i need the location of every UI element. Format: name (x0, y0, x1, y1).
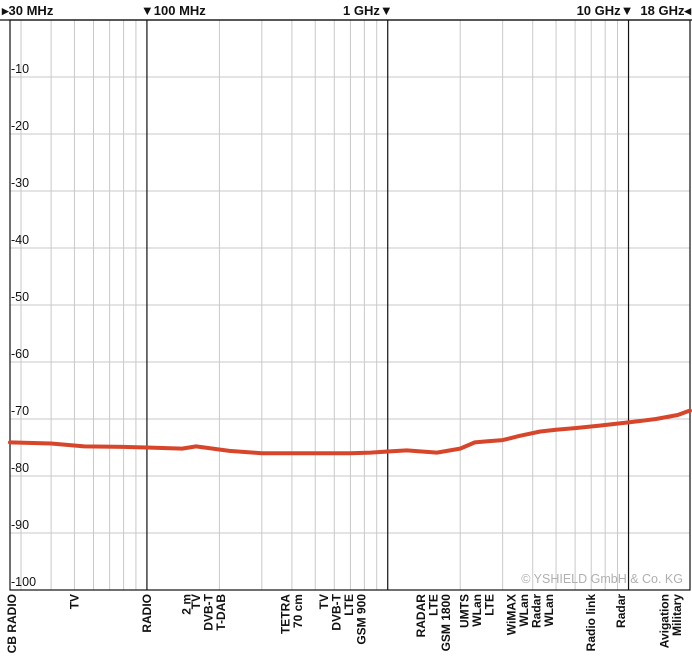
band-label: 2 m (180, 594, 194, 615)
band-label: Avigation (658, 594, 672, 648)
band-label-group: Radio link (584, 594, 598, 652)
band-label: LTE (427, 594, 441, 616)
band-label: DVB-T (329, 593, 343, 630)
band-label-group: CB RADIO (5, 594, 19, 653)
y-tick-label: -30 (11, 176, 29, 190)
band-label: TV (189, 594, 203, 609)
freq-marker-label: 18 GHz◂ (640, 3, 691, 18)
band-label-group: TV (67, 594, 81, 609)
series-layer (8, 408, 692, 456)
y-tick-label: -100 (11, 575, 36, 589)
band-label-group: Radar (614, 594, 628, 628)
freq-marker-label: 1 GHz▼ (343, 3, 393, 18)
band-label: RADIO (140, 594, 154, 633)
band-label: WLan (542, 594, 556, 627)
band-label: UMTS (458, 594, 472, 628)
y-tick-label: -70 (11, 404, 29, 418)
freq-marker-label: ▼100 MHz (141, 3, 206, 18)
band-label-group: RADIO (140, 594, 154, 633)
band-label: Radio link (584, 594, 598, 652)
watermark-text: © YSHIELD GmbH & Co. KG (521, 572, 683, 586)
y-tick-label: -50 (11, 290, 29, 304)
band-label: TV (317, 594, 331, 609)
grid-layer (0, 19, 692, 591)
band-label: GSM 900 (354, 594, 368, 645)
band-label-group: 2 m (180, 594, 194, 615)
band-label: CB RADIO (5, 594, 19, 653)
y-tick-label: -80 (11, 461, 29, 475)
band-label: TETRA (279, 594, 293, 634)
y-tick-label: -40 (11, 233, 29, 247)
band-label: DVB-T (201, 593, 215, 630)
band-label: WLan (517, 594, 531, 627)
freq-marker-label: 10 GHz▼ (577, 3, 634, 18)
y-tick-label: -20 (11, 119, 29, 133)
band-label: TV (67, 594, 81, 609)
band-label: 70 cm (291, 594, 305, 628)
band-label: GSM 1800 (439, 594, 453, 652)
frequency-markers: ▸30 MHz ▼100 MHz 1 GHz▼ 10 GHz▼ 18 GHz◂ (1, 3, 691, 18)
band-label: Radar (614, 594, 628, 628)
band-label: Military (670, 594, 684, 636)
band-label: WLan (470, 594, 484, 627)
band-label: WiMAX (504, 594, 518, 635)
band-label: LTE (342, 594, 356, 616)
y-tick-label: -10 (11, 62, 29, 76)
y-axis-ticks: -10 -20 -30 -40 -50 -60 -70 -80 -90 -100 (11, 62, 36, 589)
y-tick-label: -90 (11, 518, 29, 532)
series-line (8, 408, 692, 456)
band-label: T-DAB (214, 594, 228, 631)
freq-marker-label: ▸30 MHz (1, 3, 54, 18)
band-label: Radar (529, 594, 543, 628)
band-label: RADAR (414, 594, 428, 638)
band-label: LTE (483, 594, 497, 616)
y-tick-label: -60 (11, 347, 29, 361)
